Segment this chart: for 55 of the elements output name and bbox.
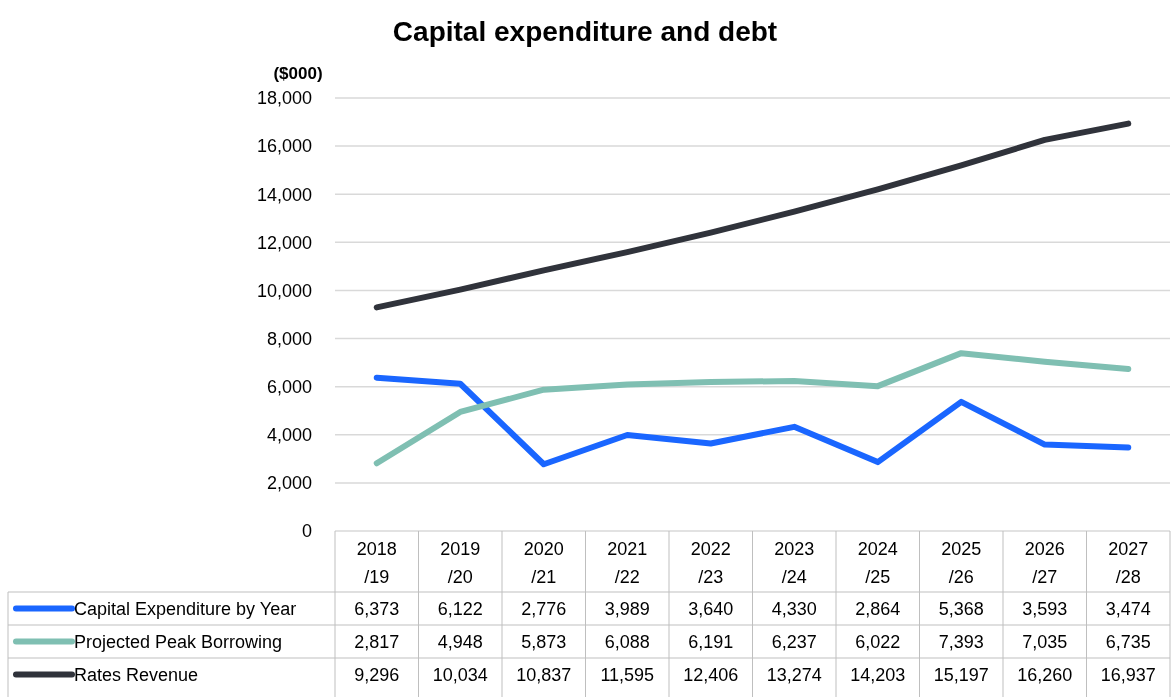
data-label: 9,296 <box>354 664 400 685</box>
data-label: 16,260 <box>1017 664 1073 685</box>
y-tick-label: 18,000 <box>256 88 312 109</box>
x-tick-label: 2021/22 <box>607 539 648 587</box>
x-tick-label: 2024/25 <box>857 539 898 587</box>
y-tick-label: 4,000 <box>266 425 312 446</box>
data-label: 6,191 <box>688 631 734 652</box>
data-label: 6,088 <box>604 631 650 652</box>
data-label: 3,593 <box>1022 598 1068 619</box>
x-tick-label: 2022/23 <box>690 539 731 587</box>
data-label: 6,735 <box>1105 631 1151 652</box>
y-tick-label: 6,000 <box>266 376 312 397</box>
x-tick-label: 2025/26 <box>941 539 982 587</box>
data-label: 6,237 <box>771 631 817 652</box>
x-tick-label: 2020/21 <box>523 539 564 587</box>
data-label: 4,330 <box>771 598 817 619</box>
legend-label: Capital Expenditure by Year <box>74 598 297 619</box>
data-label: 13,274 <box>766 664 822 685</box>
data-label: 12,406 <box>683 664 739 685</box>
chart-title: Capital expenditure and debt <box>392 16 778 47</box>
data-label: 7,393 <box>938 631 984 652</box>
x-tick-label: 2027/28 <box>1108 539 1149 587</box>
x-tick-label: 2018/19 <box>356 539 397 587</box>
data-label: 4,948 <box>437 631 483 652</box>
data-label: 14,203 <box>850 664 906 685</box>
data-label: 10,837 <box>516 664 572 685</box>
data-label: 3,989 <box>604 598 650 619</box>
data-label: 2,864 <box>855 598 901 619</box>
data-label: 3,640 <box>688 598 734 619</box>
data-label: 2,776 <box>521 598 567 619</box>
y-tick-label: 12,000 <box>256 232 312 253</box>
legend-label: Projected Peak Borrowing <box>74 631 283 652</box>
data-label: 3,474 <box>1105 598 1151 619</box>
y-tick-label: 8,000 <box>266 328 312 349</box>
legend-label: Rates Revenue <box>74 664 199 685</box>
data-label: 2,817 <box>354 631 400 652</box>
y-tick-label: 10,000 <box>256 280 312 301</box>
y-tick-label: 14,000 <box>256 184 312 205</box>
y-tick-label: 16,000 <box>256 136 312 157</box>
data-label: 15,197 <box>933 664 989 685</box>
y-tick-label: 0 <box>301 521 312 542</box>
x-tick-label: 2019/20 <box>440 539 481 587</box>
y-tick-label: 2,000 <box>266 473 312 494</box>
data-label: 6,122 <box>437 598 483 619</box>
data-label: 5,368 <box>938 598 984 619</box>
data-label: 5,873 <box>521 631 567 652</box>
y-axis-title: ($000) <box>273 64 323 83</box>
data-label: 11,595 <box>600 664 655 685</box>
data-label: 16,937 <box>1100 664 1156 685</box>
data-label: 10,034 <box>432 664 488 685</box>
data-label: 6,022 <box>855 631 901 652</box>
x-tick-label: 2023/24 <box>774 539 815 587</box>
data-label: 6,373 <box>354 598 400 619</box>
x-tick-label: 2026/27 <box>1024 539 1065 587</box>
data-label: 7,035 <box>1022 631 1068 652</box>
